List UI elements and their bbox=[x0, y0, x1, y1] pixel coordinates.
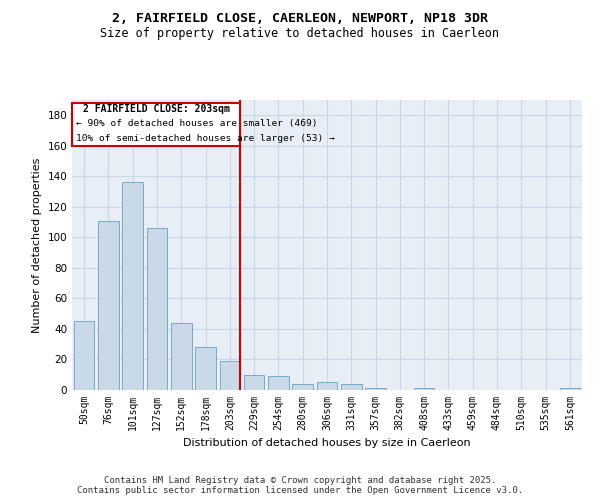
Bar bbox=[268, 376, 289, 390]
Text: Contains HM Land Registry data © Crown copyright and database right 2025.
Contai: Contains HM Land Registry data © Crown c… bbox=[77, 476, 523, 495]
Bar bbox=[220, 361, 240, 390]
Text: 2 FAIRFIELD CLOSE: 203sqm: 2 FAIRFIELD CLOSE: 203sqm bbox=[83, 104, 230, 114]
Bar bbox=[244, 374, 265, 390]
Bar bbox=[74, 322, 94, 390]
Bar bbox=[317, 382, 337, 390]
Bar bbox=[195, 348, 216, 390]
Bar bbox=[560, 388, 580, 390]
Text: 2, FAIRFIELD CLOSE, CAERLEON, NEWPORT, NP18 3DR: 2, FAIRFIELD CLOSE, CAERLEON, NEWPORT, N… bbox=[112, 12, 488, 26]
Bar bbox=[365, 388, 386, 390]
Bar bbox=[292, 384, 313, 390]
Bar bbox=[122, 182, 143, 390]
Bar bbox=[171, 323, 191, 390]
Bar bbox=[146, 228, 167, 390]
FancyBboxPatch shape bbox=[72, 103, 240, 146]
Bar bbox=[98, 220, 119, 390]
Text: Size of property relative to detached houses in Caerleon: Size of property relative to detached ho… bbox=[101, 28, 499, 40]
Text: 10% of semi-detached houses are larger (53) →: 10% of semi-detached houses are larger (… bbox=[76, 134, 334, 143]
Bar bbox=[341, 384, 362, 390]
Text: ← 90% of detached houses are smaller (469): ← 90% of detached houses are smaller (46… bbox=[76, 119, 317, 128]
Bar bbox=[414, 388, 434, 390]
X-axis label: Distribution of detached houses by size in Caerleon: Distribution of detached houses by size … bbox=[183, 438, 471, 448]
Y-axis label: Number of detached properties: Number of detached properties bbox=[32, 158, 42, 332]
